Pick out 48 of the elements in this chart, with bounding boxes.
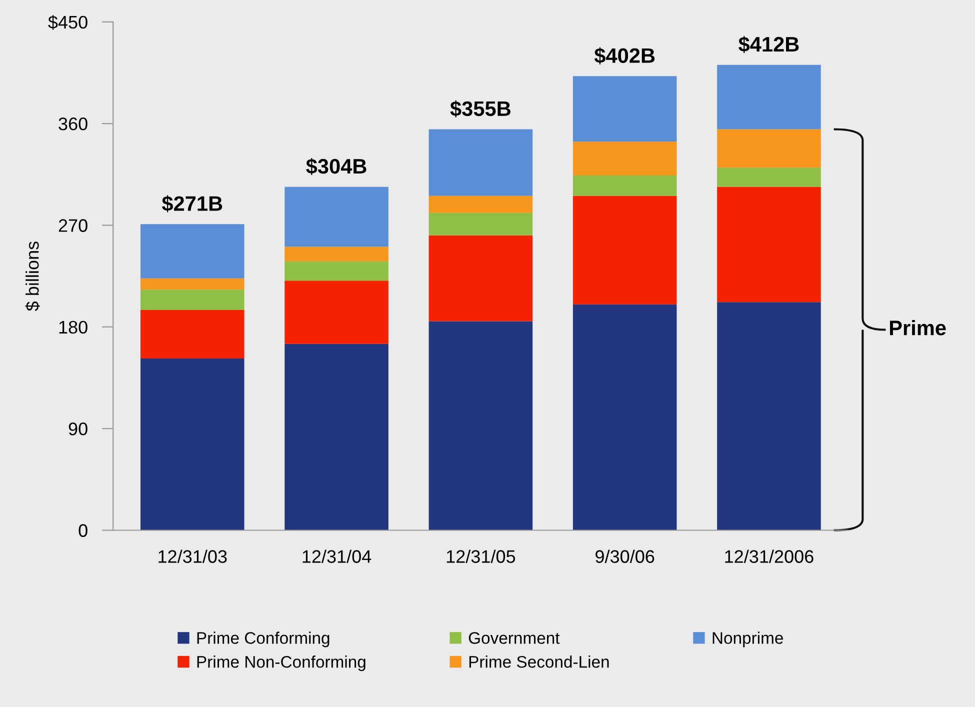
y-tick-label: 0 xyxy=(78,524,88,537)
bar xyxy=(572,142,677,176)
bar xyxy=(284,186,388,247)
y-tick-label: 360 xyxy=(58,118,88,130)
bar xyxy=(572,176,677,196)
total-label: $402B xyxy=(594,47,655,64)
bar xyxy=(717,129,821,168)
bar xyxy=(572,76,677,142)
bar xyxy=(572,196,677,304)
bar xyxy=(717,168,821,187)
total-label: $412B xyxy=(738,36,799,54)
total-label: $355B xyxy=(450,100,510,118)
bar xyxy=(140,290,244,310)
bar xyxy=(717,186,821,302)
x-tick-label: 12/31/2006 xyxy=(725,550,814,563)
legend-label: Government xyxy=(468,632,560,644)
total-label: $271B xyxy=(162,195,222,212)
x-tick-label: 12/31/05 xyxy=(446,550,516,563)
legend-label: Prime Conforming xyxy=(197,632,330,648)
bar xyxy=(140,358,244,530)
x-tick-label: 12/31/03 xyxy=(158,550,227,563)
y-tick-label: 270 xyxy=(58,219,88,232)
bar xyxy=(428,196,533,213)
bar xyxy=(428,321,533,530)
bar xyxy=(140,310,244,359)
total-label: $304B xyxy=(306,158,366,176)
bar xyxy=(717,302,821,530)
bar xyxy=(717,64,821,130)
bar xyxy=(284,344,388,530)
y-tick-label: 90 xyxy=(68,422,88,436)
legend-label: Nonprime xyxy=(712,632,783,648)
x-tick-label: 12/31/04 xyxy=(302,550,372,563)
x-tick-label: 9/30/06 xyxy=(596,550,654,563)
bar xyxy=(284,246,388,262)
bar xyxy=(284,280,388,344)
bar xyxy=(572,304,677,530)
bar xyxy=(428,212,533,236)
bar xyxy=(428,235,533,322)
y-axis-title: $ billions xyxy=(25,242,40,312)
legend-label: Prime Second-Lien xyxy=(469,656,609,668)
bar xyxy=(428,129,533,196)
legend-label: Prime Non-Conforming xyxy=(197,656,366,672)
text: Prime xyxy=(890,320,946,336)
bar xyxy=(140,278,244,290)
bar xyxy=(140,224,244,278)
y-tick-label: 180 xyxy=(59,320,88,334)
y-tick-label: $450 xyxy=(48,15,88,30)
bar xyxy=(284,261,388,281)
